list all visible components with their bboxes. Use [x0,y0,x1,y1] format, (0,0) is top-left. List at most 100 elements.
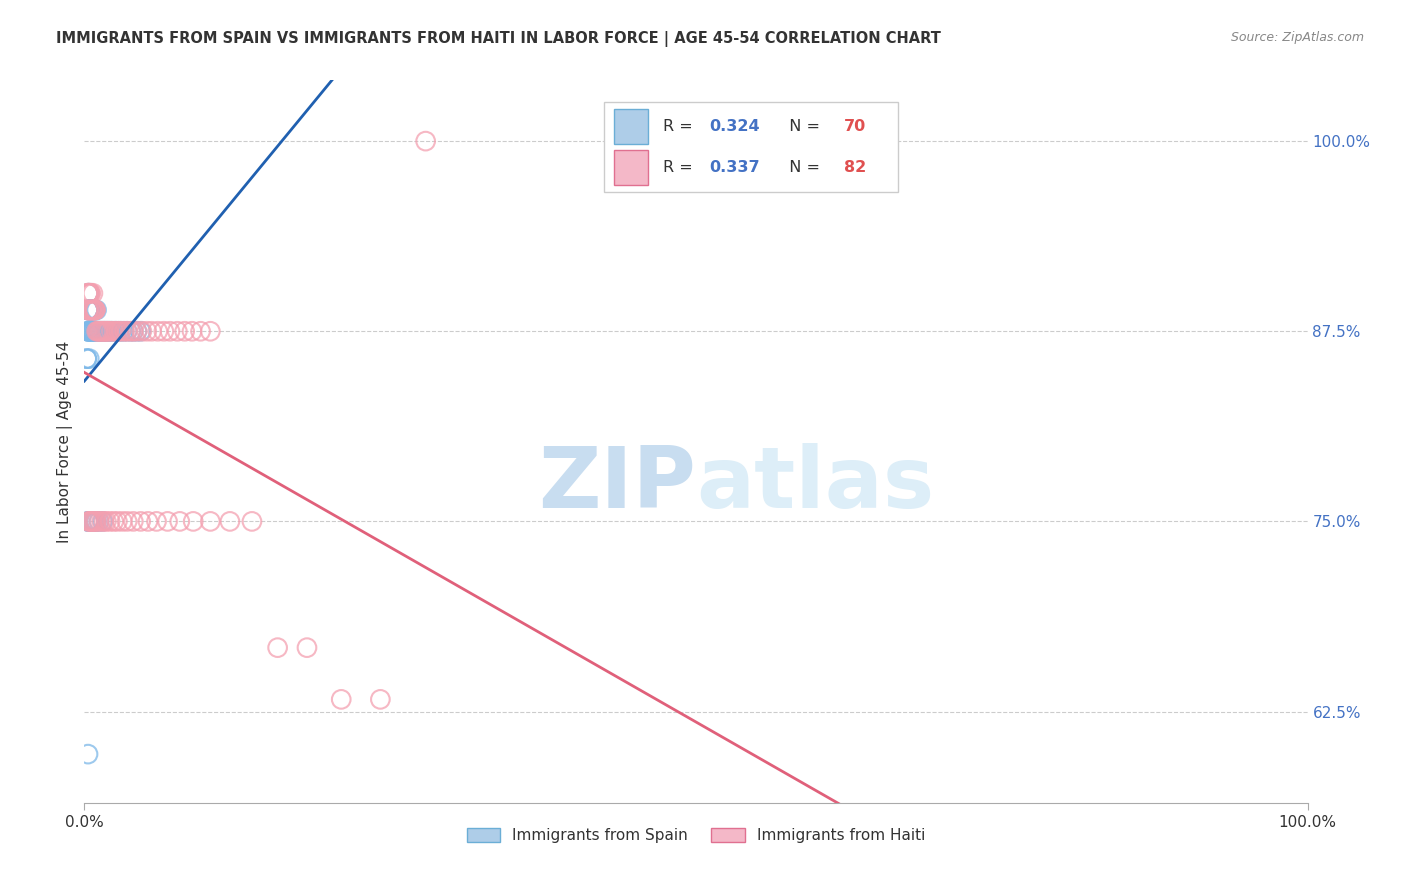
Point [101,324,124,338]
Point [219,515,242,529]
Point [96,324,118,338]
Point [136,515,159,529]
Point [79,286,101,301]
Point [86,302,108,317]
Point [80,302,103,317]
Point [80,324,103,338]
Point [80,324,103,338]
Point [79,302,101,317]
Point [77,324,100,338]
Y-axis label: In Labor Force | Age 45-54: In Labor Force | Age 45-54 [58,341,73,542]
Point [87,324,110,338]
Text: 70: 70 [844,119,866,134]
Point [77,747,100,761]
Point [77,302,100,317]
Point [76,351,98,366]
Point [77,515,100,529]
Point [135,324,157,338]
Point [146,324,169,338]
Point [86,515,108,529]
Point [97,324,120,338]
Point [173,324,195,338]
Point [86,324,108,338]
Point [100,324,122,338]
Point [80,302,103,317]
Point [97,324,120,338]
Point [125,324,148,338]
Point [110,324,132,338]
Point [112,324,135,338]
Point [82,286,104,301]
Legend: Immigrants from Spain, Immigrants from Haiti: Immigrants from Spain, Immigrants from H… [461,822,931,849]
Point [90,324,112,338]
Point [122,324,145,338]
Point [93,324,115,338]
Text: atlas: atlas [696,443,934,526]
Point [125,324,148,338]
Point [86,324,108,338]
Point [77,286,100,301]
Point [79,515,101,529]
Text: R =: R = [664,161,697,175]
Point [200,515,222,529]
Point [77,302,100,317]
Point [330,692,353,706]
Text: 0.337: 0.337 [710,161,761,175]
Text: IMMIGRANTS FROM SPAIN VS IMMIGRANTS FROM HAITI IN LABOR FORCE | AGE 45-54 CORREL: IMMIGRANTS FROM SPAIN VS IMMIGRANTS FROM… [56,31,941,47]
Text: ZIP: ZIP [538,443,696,526]
Point [83,515,105,529]
Point [169,515,191,529]
Point [82,515,104,529]
Point [181,515,204,529]
Text: 0.324: 0.324 [710,119,761,134]
Point [266,640,288,655]
Point [77,515,100,529]
Point [77,324,100,338]
Point [200,324,222,338]
Point [77,302,100,317]
Point [80,302,103,317]
Text: R =: R = [664,119,697,134]
Point [77,286,100,301]
Point [105,324,128,338]
Point [107,324,129,338]
Point [120,324,142,338]
Point [120,324,142,338]
Point [84,324,107,338]
Point [77,286,100,301]
Point [240,515,263,529]
Point [79,286,101,301]
Point [98,515,121,529]
Point [86,515,108,529]
Text: Source: ZipAtlas.com: Source: ZipAtlas.com [1230,31,1364,45]
Point [82,324,104,338]
Point [105,515,128,529]
Point [77,324,100,338]
Point [96,324,118,338]
Point [181,324,204,338]
Point [79,302,101,317]
Point [83,515,105,529]
Point [80,515,103,529]
Point [94,324,117,338]
Point [87,515,110,529]
Point [87,324,110,338]
Point [82,324,104,338]
Point [77,302,100,317]
Point [97,324,120,338]
Point [80,302,103,317]
FancyBboxPatch shape [614,109,648,144]
Point [91,324,114,338]
Point [77,302,100,317]
Point [77,302,100,317]
Point [79,515,101,529]
Point [87,515,110,529]
Point [129,515,152,529]
Point [166,324,188,338]
Point [100,324,122,338]
Point [82,515,104,529]
Point [77,286,100,301]
Point [83,302,105,317]
Text: N =: N = [779,161,825,175]
Point [97,324,120,338]
